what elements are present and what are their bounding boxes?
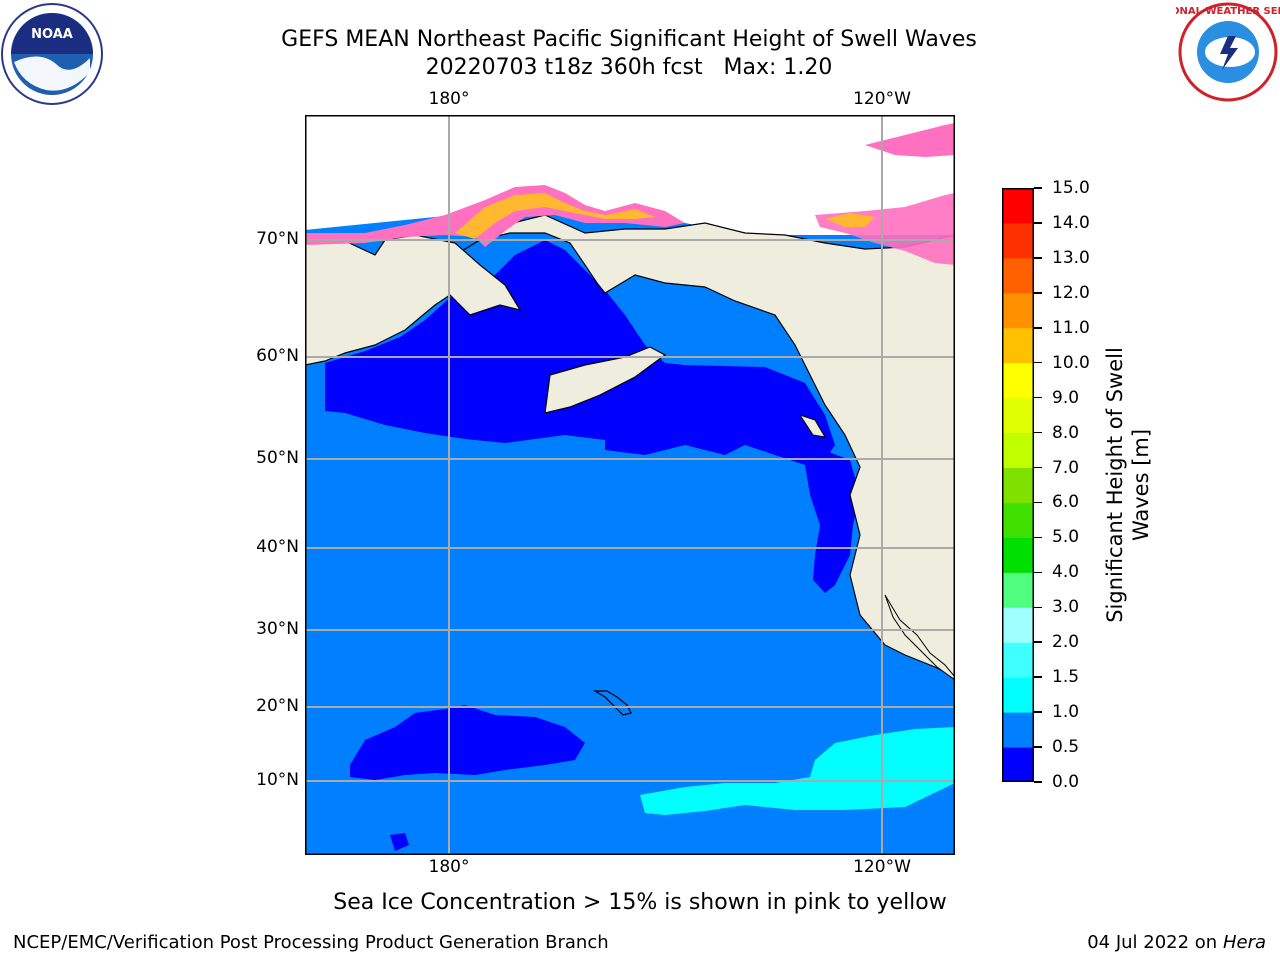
colorbar-tick-label: 1.0 (1052, 702, 1080, 723)
north-america-landmass (454, 115, 955, 678)
central-pacific-low-swell (350, 705, 585, 780)
colorbar-tick-label: 1.5 (1052, 667, 1080, 688)
colorbar-tick-label: 2.0 (1052, 632, 1080, 653)
arctic-no-data (305, 115, 955, 235)
title-line-1: GEFS MEAN Northeast Pacific Significant … (281, 27, 977, 52)
west-coast-us (884, 594, 955, 681)
colorbar-segment (1002, 222, 1034, 259)
sea-ice-canada-yellow (825, 213, 875, 227)
lat-label-70n: 70°N (256, 229, 299, 249)
colorbar-tick-mark (1034, 466, 1042, 469)
lat-label-30n: 30°N (256, 619, 299, 639)
colorbar-tick-mark (1034, 431, 1042, 434)
colorbar-segment (1002, 537, 1034, 573)
colorbar-tick-mark (1034, 396, 1042, 399)
footer-date-text: 04 Jul 2022 on (1087, 932, 1223, 953)
chart-title: GEFS MEAN Northeast Pacific Significant … (0, 26, 1258, 82)
title-line-2: 20220703 t18z 360h fcst Max: 1.20 (425, 55, 833, 80)
vancouver-island (798, 414, 826, 438)
colorbar-tick-mark (1034, 327, 1042, 329)
colorbar-segment (1002, 397, 1034, 434)
colorbar-tick-mark (1034, 222, 1042, 224)
colorbar-tick-mark (1034, 641, 1042, 643)
colorbar-tick-mark (1034, 187, 1042, 189)
colorbar-segment (1002, 607, 1034, 643)
colorbar-segment (1002, 327, 1034, 364)
colorbar-tick-mark (1034, 606, 1042, 609)
colorbar-tick-mark (1034, 292, 1042, 294)
colorbar-tick-label: 5.0 (1052, 527, 1080, 548)
footer-date: 04 Jul 2022 on Hera (1087, 932, 1266, 953)
sea-ice-footnote: Sea Ice Concentration > 15% is shown in … (333, 890, 947, 915)
svg-text:NATIONAL WEATHER SERVICE: NATIONAL WEATHER SERVICE (1176, 6, 1280, 17)
lat-label-50n: 50°N (256, 448, 299, 468)
gulf-of-alaska-low-swell (605, 365, 835, 465)
colorbar-segment (1002, 502, 1034, 538)
sea-ice-yellow-arctic (455, 193, 655, 239)
bering-sea-low-swell (325, 240, 775, 445)
colorbar-tick-label: 0.5 (1052, 737, 1080, 758)
noaa-logo: NOAA (1, 3, 103, 105)
colorbar-tick-mark (1034, 536, 1042, 539)
colorbar-tick-label: 7.0 (1052, 457, 1080, 478)
lon-label-bottom-120w: 120°W (853, 857, 911, 877)
southeast-higher-swell (640, 727, 955, 815)
colorbar-tick-mark (1034, 711, 1042, 713)
colorbar-tick-label: 15.0 (1052, 178, 1090, 198)
colorbar-segment (1002, 467, 1034, 503)
colorbar-tick-label: 14.0 (1052, 212, 1090, 233)
lon-label-bottom-180: 180° (428, 857, 470, 877)
colorbar-tick-label: 3.0 (1052, 597, 1080, 618)
footer-credit: NCEP/EMC/Verification Post Processing Pr… (13, 932, 609, 953)
sea-ice-beaufort (815, 193, 955, 265)
colorbar-segment (1002, 572, 1034, 608)
colorbar-tick-label: 12.0 (1052, 282, 1090, 303)
colorbar-tick-label: 8.0 (1052, 422, 1080, 443)
coastal-low-swell (805, 445, 860, 593)
map-frame (305, 115, 955, 855)
colorbar-segment (1002, 712, 1034, 748)
colorbar-segment (1002, 432, 1034, 469)
footer-host: Hera (1222, 932, 1266, 953)
colorbar-tick-mark (1034, 781, 1042, 783)
colorbar-segment (1002, 257, 1034, 294)
colorbar-title-line-2: Waves [m] (1129, 428, 1153, 542)
graticule (305, 115, 955, 855)
colorbar-tick-label: 10.0 (1052, 352, 1090, 373)
colorbar (1002, 188, 1034, 782)
colorbar-tick-mark (1034, 571, 1042, 574)
colorbar-segment (1002, 292, 1034, 329)
colorbar-tick-label: 13.0 (1052, 247, 1090, 268)
lon-label-top-120w: 120°W (853, 89, 911, 109)
colorbar-tick-mark (1034, 746, 1042, 748)
lat-label-40n: 40°N (256, 537, 299, 557)
colorbar-tick-mark (1034, 361, 1042, 364)
colorbar-segment (1002, 642, 1034, 678)
hawaiian-islands (592, 690, 632, 716)
colorbar-segment (1002, 677, 1034, 713)
svg-text:NOAA: NOAA (31, 27, 73, 42)
colorbar-segment (1002, 188, 1034, 224)
colorbar-tick-label: 4.0 (1052, 562, 1080, 583)
colorbar-title-line-1: Significant Height of Swell (1103, 347, 1127, 623)
southern-low-swell (390, 833, 409, 851)
sea-ice-north-islands (865, 123, 955, 157)
lat-label-60n: 60°N (256, 346, 299, 366)
colorbar-tick-mark (1034, 257, 1042, 259)
colorbar-tick-mark (1034, 676, 1042, 678)
colorbar-tick-mark (1034, 501, 1042, 504)
nws-logo: NATIONAL WEATHER SERVICE (1176, 2, 1280, 102)
colorbar-title: Significant Height of Swell Waves [m] (1102, 347, 1154, 623)
colorbar-tick-label: 6.0 (1052, 492, 1080, 513)
colorbar-segment (1002, 747, 1034, 782)
lat-label-20n: 20°N (256, 696, 299, 716)
alaska-peninsula (544, 346, 667, 414)
colorbar-tick-label: 9.0 (1052, 387, 1080, 408)
lon-label-top-180: 180° (428, 89, 470, 109)
swell-height-map (305, 115, 955, 855)
colorbar-segment (1002, 362, 1034, 399)
lat-label-10n: 10°N (256, 770, 299, 790)
colorbar-tick-label: 11.0 (1052, 317, 1090, 338)
colorbar-tick-label: 0.0 (1052, 772, 1080, 792)
